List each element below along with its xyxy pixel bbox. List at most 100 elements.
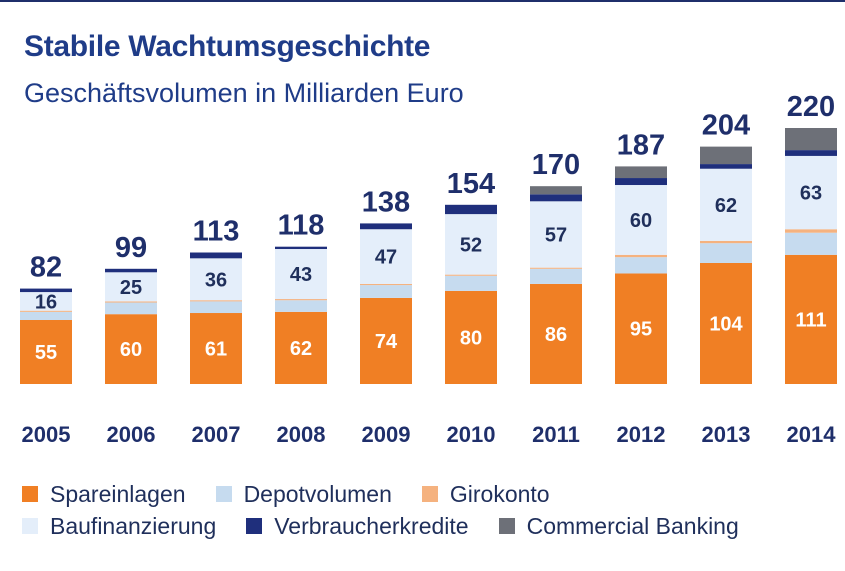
legend-row-2: Baufinanzierung Verbraucherkredite Comme… <box>22 510 832 542</box>
legend-swatch-girokonto <box>421 486 438 502</box>
bar-segment-depotvolumen-2006 <box>105 302 157 315</box>
bar-segment-commercial-banking-2013 <box>700 146 752 165</box>
bar-segment-depotvolumen-2012 <box>615 257 667 274</box>
total-label-2012: 187 <box>617 129 665 161</box>
bar-segment-verbraucherkredite-2013 <box>700 164 752 169</box>
bar-segment-verbraucherkredite-2009 <box>360 223 412 230</box>
legend-item-girokonto: Girokonto <box>421 480 550 508</box>
bar-segment-verbraucherkredite-2007 <box>190 252 242 259</box>
segment-label-spareinlagen-2013: 104 <box>709 313 743 335</box>
bar-segment-verbraucherkredite-2012 <box>615 178 667 186</box>
total-label-2011: 170 <box>532 149 580 181</box>
bar-segment-depotvolumen-2014 <box>785 232 837 255</box>
bar-segment-commercial-banking-2014 <box>785 128 837 151</box>
bar-segment-commercial-banking-2011 <box>530 186 582 195</box>
total-label-2006: 99 <box>115 232 147 264</box>
x-tick-label-2012: 2012 <box>617 422 666 447</box>
bar-segment-depotvolumen-2005 <box>20 311 72 320</box>
bar-segment-girokonto-2011 <box>530 267 582 269</box>
segment-label-baufinanzierung-2011: 57 <box>545 224 567 246</box>
bar-segment-spareinlagen-2014 <box>785 254 837 384</box>
bar-segment-girokonto-2008 <box>275 299 327 301</box>
segment-label-baufinanzierung-2005: 16 <box>35 291 57 313</box>
total-label-2010: 154 <box>447 168 495 200</box>
legend-label-commercial-banking: Commercial Banking <box>526 512 739 539</box>
legend-swatch-depotvolumen <box>215 486 232 502</box>
segment-label-spareinlagen-2005: 55 <box>35 342 57 364</box>
bar-segment-girokonto-2012 <box>615 254 667 258</box>
bar-segment-spareinlagen-2008 <box>275 311 327 384</box>
bar-segment-verbraucherkredite-2011 <box>530 194 582 202</box>
bar-segment-spareinlagen-2009 <box>360 297 412 384</box>
bar-segment-girokonto-2007 <box>190 300 242 302</box>
segment-label-spareinlagen-2009: 74 <box>375 331 398 353</box>
chart-title: Stabile Wachtumsgeschichte <box>24 30 431 63</box>
x-tick-label-2013: 2013 <box>702 422 751 447</box>
segment-label-baufinanzierung-2007: 36 <box>205 269 227 291</box>
x-tick-label-2010: 2010 <box>447 422 496 447</box>
legend-item-verbraucherkredite: Verbraucherkredite <box>246 513 469 540</box>
legend-row-1: Spareinlagen Depotvolumen Girokonto <box>22 478 832 510</box>
bar-segment-verbraucherkredite-2014 <box>785 150 837 156</box>
legend-label-spareinlagen: Spareinlagen <box>50 480 186 507</box>
legend-swatch-verbraucherkredite <box>246 518 263 534</box>
legend-swatch-commercial-banking <box>498 518 515 534</box>
legend-label-baufinanzierung: Baufinanzierung <box>50 512 217 539</box>
x-tick-label-2007: 2007 <box>192 422 241 447</box>
segment-label-spareinlagen-2006: 60 <box>120 339 142 361</box>
bar-segment-girokonto-2010 <box>445 274 497 276</box>
total-label-2014: 220 <box>787 91 835 123</box>
x-tick-label-2014: 2014 <box>787 422 837 447</box>
segment-label-spareinlagen-2014: 111 <box>795 309 826 331</box>
total-label-2007: 113 <box>193 216 240 248</box>
segment-label-baufinanzierung-2010: 52 <box>460 234 482 256</box>
total-label-2008: 118 <box>278 210 325 242</box>
bar-segment-spareinlagen-2011 <box>530 283 582 384</box>
x-tick-label-2011: 2011 <box>532 422 580 447</box>
legend-item-baufinanzierung: Baufinanzierung <box>22 513 216 540</box>
bar-segment-girokonto-2009 <box>360 283 412 286</box>
bar-segment-depotvolumen-2008 <box>275 300 327 312</box>
top-rule <box>0 0 845 2</box>
bar-segment-commercial-banking-2012 <box>615 166 667 179</box>
bar-segment-baufinanzierung-2010 <box>445 214 497 275</box>
bar-segment-spareinlagen-2012 <box>615 273 667 384</box>
bar-segment-baufinanzierung-2013 <box>700 168 752 241</box>
segment-label-spareinlagen-2011: 86 <box>545 324 567 346</box>
legend-item-depotvolumen: Depotvolumen <box>215 480 392 508</box>
legend-swatch-baufinanzierung <box>22 518 38 534</box>
bar-segment-baufinanzierung-2012 <box>615 185 667 255</box>
bar-segment-verbraucherkredite-2008 <box>275 246 327 250</box>
bar-segment-verbraucherkredite-2010 <box>445 204 497 215</box>
x-tick-label-2008: 2008 <box>277 422 326 447</box>
bar-segment-baufinanzierung-2008 <box>275 249 327 300</box>
segment-label-spareinlagen-2012: 95 <box>630 319 652 341</box>
bar-segment-baufinanzierung-2014 <box>785 155 837 230</box>
segment-label-baufinanzierung-2006: 25 <box>120 277 142 299</box>
segment-label-baufinanzierung-2014: 63 <box>800 183 822 205</box>
segment-label-baufinanzierung-2013: 62 <box>715 195 737 217</box>
chart-legend: Spareinlagen Depotvolumen Girokonto Bauf… <box>22 478 832 542</box>
bar-segment-depotvolumen-2011 <box>530 268 582 284</box>
bar-segment-spareinlagen-2006 <box>105 314 157 384</box>
bar-segment-girokonto-2005 <box>20 310 72 312</box>
legend-label-girokonto: Girokonto <box>449 480 550 507</box>
bar-segment-spareinlagen-2005 <box>20 320 72 384</box>
legend-label-depotvolumen: Depotvolumen <box>243 480 392 507</box>
bar-segment-verbraucherkredite-2006 <box>105 268 157 273</box>
bar-segment-girokonto-2006 <box>105 301 157 303</box>
bar-segment-baufinanzierung-2007 <box>190 258 242 301</box>
total-label-2005: 82 <box>30 252 62 284</box>
bar-segment-baufinanzierung-2009 <box>360 229 412 284</box>
bar-segment-girokonto-2014 <box>785 229 837 233</box>
bar-segment-spareinlagen-2010 <box>445 290 497 384</box>
bar-segment-baufinanzierung-2011 <box>530 201 582 268</box>
bar-segment-depotvolumen-2007 <box>190 301 242 314</box>
total-label-2013: 204 <box>702 110 750 142</box>
bar-segment-depotvolumen-2013 <box>700 243 752 263</box>
bar-segment-spareinlagen-2013 <box>700 262 752 384</box>
segment-label-spareinlagen-2008: 62 <box>290 338 312 360</box>
bar-segment-baufinanzierung-2005 <box>20 292 72 311</box>
legend-swatch-spareinlagen <box>22 486 38 502</box>
bar-segment-verbraucherkredite-2005 <box>20 288 72 293</box>
